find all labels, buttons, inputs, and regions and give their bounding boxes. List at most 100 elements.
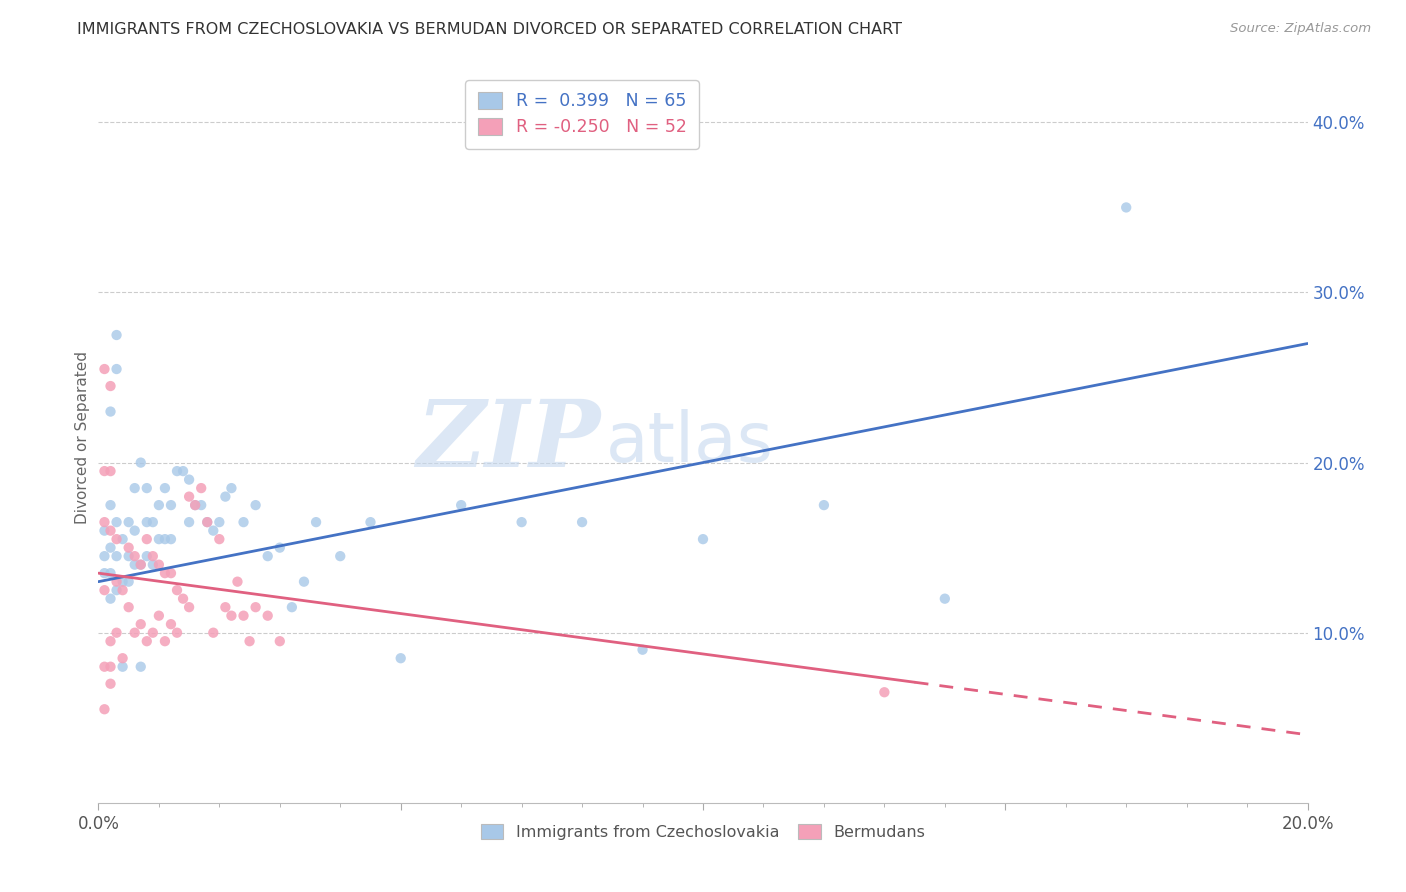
Point bbox=[142, 625, 165, 640]
Point bbox=[100, 591, 122, 606]
Point bbox=[105, 328, 128, 343]
Point bbox=[148, 498, 170, 512]
Point bbox=[105, 625, 128, 640]
Point bbox=[100, 566, 122, 581]
Point bbox=[281, 600, 304, 615]
Point bbox=[93, 464, 115, 478]
Point bbox=[1115, 201, 1137, 215]
Text: IMMIGRANTS FROM CZECHOSLOVAKIA VS BERMUDAN DIVORCED OR SEPARATED CORRELATION CHA: IMMIGRANTS FROM CZECHOSLOVAKIA VS BERMUD… bbox=[77, 22, 903, 37]
Point bbox=[142, 549, 165, 563]
Point bbox=[135, 532, 157, 546]
Point bbox=[118, 541, 141, 555]
Point bbox=[93, 524, 115, 538]
Point bbox=[111, 659, 134, 673]
Point bbox=[105, 574, 128, 589]
Point bbox=[111, 583, 134, 598]
Point bbox=[93, 583, 115, 598]
Point bbox=[160, 617, 183, 632]
Point bbox=[239, 634, 262, 648]
Point bbox=[100, 541, 122, 555]
Point bbox=[100, 524, 122, 538]
Point bbox=[142, 558, 165, 572]
Point bbox=[184, 498, 207, 512]
Point bbox=[124, 558, 146, 572]
Point bbox=[93, 362, 115, 376]
Point bbox=[148, 608, 170, 623]
Point bbox=[118, 549, 141, 563]
Point bbox=[292, 574, 315, 589]
Point bbox=[135, 515, 157, 529]
Point bbox=[305, 515, 328, 529]
Point bbox=[208, 532, 231, 546]
Point bbox=[105, 515, 128, 529]
Point bbox=[135, 634, 157, 648]
Point bbox=[129, 659, 152, 673]
Point bbox=[153, 481, 176, 495]
Point bbox=[221, 608, 243, 623]
Point bbox=[245, 600, 267, 615]
Point bbox=[208, 515, 231, 529]
Point bbox=[111, 574, 134, 589]
Point bbox=[160, 498, 183, 512]
Point bbox=[142, 515, 165, 529]
Point bbox=[214, 600, 236, 615]
Point bbox=[111, 532, 134, 546]
Point bbox=[214, 490, 236, 504]
Point bbox=[195, 515, 218, 529]
Point bbox=[93, 702, 115, 716]
Point bbox=[124, 524, 146, 538]
Point bbox=[124, 481, 146, 495]
Point bbox=[172, 464, 194, 478]
Point bbox=[269, 634, 291, 648]
Point bbox=[329, 549, 352, 563]
Point bbox=[100, 498, 122, 512]
Text: Source: ZipAtlas.com: Source: ZipAtlas.com bbox=[1230, 22, 1371, 36]
Point bbox=[571, 515, 593, 529]
Point bbox=[111, 651, 134, 665]
Point bbox=[129, 558, 152, 572]
Point bbox=[93, 659, 115, 673]
Point bbox=[450, 498, 472, 512]
Point bbox=[232, 608, 254, 623]
Point bbox=[179, 473, 201, 487]
Point bbox=[124, 625, 146, 640]
Point bbox=[195, 515, 218, 529]
Point bbox=[105, 362, 128, 376]
Point bbox=[129, 617, 152, 632]
Point bbox=[184, 498, 207, 512]
Point bbox=[124, 549, 146, 563]
Point bbox=[93, 549, 115, 563]
Point bbox=[172, 591, 194, 606]
Point bbox=[245, 498, 267, 512]
Point bbox=[100, 677, 122, 691]
Point bbox=[179, 490, 201, 504]
Point bbox=[360, 515, 382, 529]
Text: atlas: atlas bbox=[606, 409, 775, 476]
Point bbox=[153, 532, 176, 546]
Legend: Immigrants from Czechoslovakia, Bermudans: Immigrants from Czechoslovakia, Bermudan… bbox=[474, 817, 932, 846]
Point bbox=[118, 600, 141, 615]
Point bbox=[100, 464, 122, 478]
Point bbox=[166, 583, 188, 598]
Y-axis label: Divorced or Separated: Divorced or Separated bbox=[75, 351, 90, 524]
Point bbox=[166, 625, 188, 640]
Point bbox=[105, 532, 128, 546]
Point bbox=[221, 481, 243, 495]
Point bbox=[934, 591, 956, 606]
Point bbox=[179, 515, 201, 529]
Point bbox=[256, 549, 278, 563]
Point bbox=[148, 558, 170, 572]
Point bbox=[100, 379, 122, 393]
Point bbox=[93, 566, 115, 581]
Point bbox=[179, 600, 201, 615]
Point bbox=[269, 541, 291, 555]
Point bbox=[118, 515, 141, 529]
Point bbox=[118, 574, 141, 589]
Point bbox=[160, 566, 183, 581]
Point bbox=[160, 532, 183, 546]
Point bbox=[148, 532, 170, 546]
Point bbox=[105, 549, 128, 563]
Point bbox=[100, 634, 122, 648]
Point bbox=[226, 574, 249, 589]
Point bbox=[153, 634, 176, 648]
